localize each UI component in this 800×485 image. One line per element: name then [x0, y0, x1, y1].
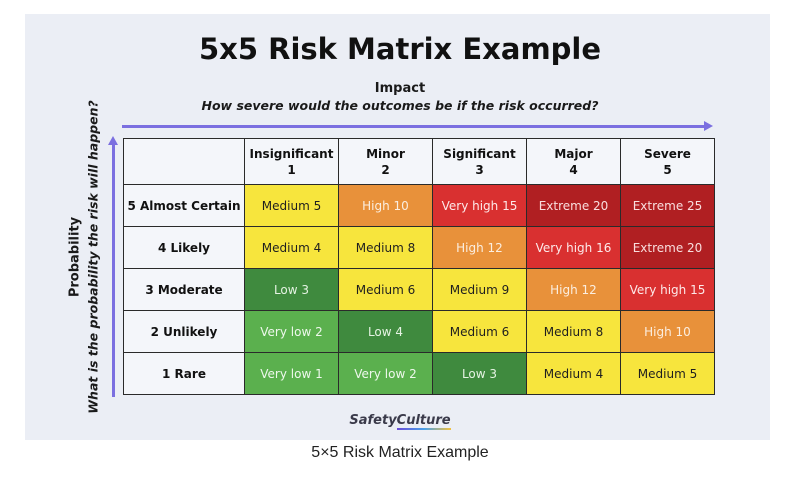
- risk-cell: High 10: [338, 184, 433, 227]
- risk-cell: Low 3: [432, 352, 527, 395]
- risk-cell: Medium 4: [526, 352, 621, 395]
- table-row: 1 Rare Very low 1 Very low 2 Low 3 Mediu…: [123, 352, 715, 395]
- risk-cell: Medium 5: [244, 184, 339, 227]
- impact-axis-subtitle: How severe would the outcomes be if the …: [201, 98, 599, 113]
- column-header-1: Insignificant 1: [244, 138, 339, 185]
- column-name: Significant: [443, 146, 516, 161]
- column-header-3: Significant 3: [432, 138, 527, 185]
- risk-cell: High 10: [620, 310, 715, 353]
- impact-axis-label: Impact: [374, 81, 426, 96]
- risk-cell: Medium 6: [432, 310, 527, 353]
- risk-cell: Very low 1: [244, 352, 339, 395]
- column-score: 4: [569, 162, 578, 177]
- risk-matrix-table: Insignificant 1 Minor 2 Significant 3 Major…: [123, 138, 715, 395]
- column-header-2: Minor 2: [338, 138, 433, 185]
- risk-cell: Medium 5: [620, 352, 715, 395]
- probability-axis-subtitle: What is the probability the risk will ha…: [85, 100, 101, 414]
- probability-arrow-line: [112, 144, 115, 397]
- column-header-5: Severe 5: [620, 138, 715, 185]
- column-name: Severe: [644, 146, 691, 161]
- risk-cell: Very high 15: [432, 184, 527, 227]
- risk-cell: Medium 4: [244, 226, 339, 269]
- risk-cell: Medium 6: [338, 268, 433, 311]
- column-score: 3: [475, 162, 484, 177]
- probability-axis-label: Probability: [67, 216, 83, 298]
- risk-cell: Extreme 20: [526, 184, 621, 227]
- risk-cell: High 12: [432, 226, 527, 269]
- row-header: 5 Almost Certain: [123, 184, 245, 227]
- impact-arrow-line: [122, 125, 706, 128]
- logo-text-safety: Safety: [349, 413, 397, 428]
- risk-cell: Medium 9: [432, 268, 527, 311]
- image-caption: 5×5 Risk Matrix Example: [311, 444, 489, 461]
- column-score: 5: [663, 162, 672, 177]
- table-row: 5 Almost Certain Medium 5 High 10 Very h…: [123, 184, 715, 227]
- arrow-right-icon: [704, 121, 713, 131]
- risk-cell: Very high 16: [526, 226, 621, 269]
- corner-cell: [123, 138, 245, 185]
- risk-cell: Very low 2: [244, 310, 339, 353]
- arrow-up-icon: [108, 136, 118, 145]
- column-score: 2: [381, 162, 390, 177]
- column-name: Insignificant: [249, 146, 334, 161]
- page-title: 5x5 Risk Matrix Example: [198, 32, 602, 66]
- column-name: Minor: [366, 146, 405, 161]
- risk-cell: Extreme 25: [620, 184, 715, 227]
- row-header: 1 Rare: [123, 352, 245, 395]
- risk-cell: Very high 15: [620, 268, 715, 311]
- risk-cell: Very low 2: [338, 352, 433, 395]
- table-row: 4 Likely Medium 4 Medium 8 High 12 Very …: [123, 226, 715, 269]
- header-row: Insignificant 1 Minor 2 Significant 3 Major…: [123, 138, 715, 185]
- risk-cell: High 12: [526, 268, 621, 311]
- row-header: 2 Unlikely: [123, 310, 245, 353]
- column-score: 1: [287, 162, 296, 177]
- risk-cell: Extreme 20: [620, 226, 715, 269]
- risk-cell: Low 4: [338, 310, 433, 353]
- risk-cell: Low 3: [244, 268, 339, 311]
- column-header-4: Major 4: [526, 138, 621, 185]
- row-header: 3 Moderate: [123, 268, 245, 311]
- column-name: Major: [554, 146, 593, 161]
- logo-text-culture: Culture: [396, 413, 451, 430]
- safetyculture-logo: SafetyCulture: [0, 413, 800, 430]
- risk-cell: Medium 8: [338, 226, 433, 269]
- risk-cell: Medium 8: [526, 310, 621, 353]
- table-row: 2 Unlikely Very low 2 Low 4 Medium 6 Med…: [123, 310, 715, 353]
- row-header: 4 Likely: [123, 226, 245, 269]
- table-row: 3 Moderate Low 3 Medium 6 Medium 9 High …: [123, 268, 715, 311]
